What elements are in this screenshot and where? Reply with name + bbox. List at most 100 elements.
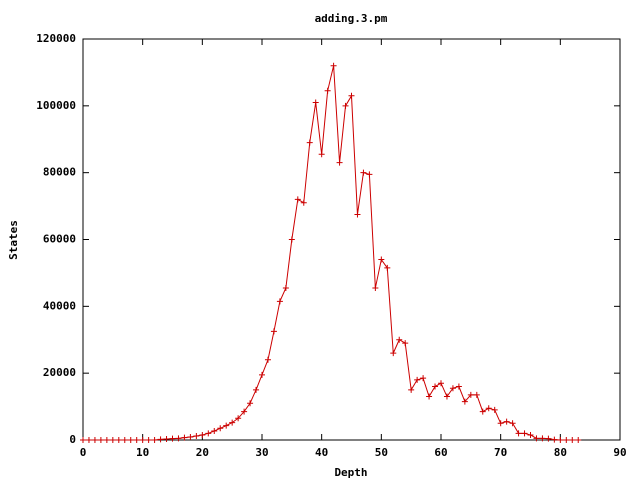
point-marker	[432, 383, 439, 390]
x-tick-label: 10	[136, 446, 149, 459]
point-marker	[300, 199, 307, 206]
point-marker	[563, 437, 570, 443]
point-marker	[414, 376, 421, 383]
point-marker	[515, 430, 522, 437]
point-marker	[533, 435, 540, 442]
point-marker	[545, 435, 552, 442]
point-marker	[163, 435, 170, 442]
point-marker	[157, 436, 164, 443]
point-marker	[503, 418, 510, 425]
point-marker	[539, 435, 546, 442]
point-marker	[455, 383, 462, 390]
y-tick-label: 120000	[36, 32, 76, 45]
y-tick-label: 60000	[43, 233, 76, 246]
point-marker	[551, 436, 558, 443]
point-marker	[217, 425, 224, 432]
point-marker	[91, 437, 98, 443]
point-marker	[199, 431, 206, 438]
point-marker	[282, 284, 289, 291]
point-marker	[139, 437, 146, 443]
point-marker	[115, 437, 122, 443]
point-marker	[175, 435, 182, 442]
point-marker	[133, 437, 140, 443]
point-marker	[330, 62, 337, 69]
point-marker	[396, 336, 403, 343]
point-marker	[390, 350, 397, 357]
x-axis-label: Depth	[334, 466, 367, 479]
point-marker	[205, 430, 212, 437]
y-axis-label: States	[7, 220, 20, 260]
point-marker	[312, 99, 319, 106]
point-marker	[109, 437, 116, 443]
point-marker	[103, 437, 110, 443]
point-marker	[360, 169, 367, 176]
point-marker	[527, 431, 534, 438]
point-marker	[479, 408, 486, 415]
data-line	[83, 65, 579, 441]
point-marker	[270, 328, 277, 335]
point-marker	[80, 437, 86, 443]
point-marker	[288, 236, 295, 243]
point-marker	[318, 151, 325, 158]
x-tick-label: 20	[196, 446, 209, 459]
point-marker	[229, 419, 236, 426]
point-marker	[402, 340, 409, 347]
point-marker	[467, 391, 474, 398]
point-marker	[420, 375, 427, 382]
point-marker	[181, 434, 188, 441]
point-marker	[354, 211, 361, 218]
point-marker	[294, 196, 301, 203]
point-marker	[97, 437, 104, 443]
x-tick-label: 50	[375, 446, 388, 459]
point-marker	[121, 437, 128, 443]
point-marker	[497, 420, 504, 427]
point-marker	[241, 408, 248, 415]
y-tick-label: 20000	[43, 366, 76, 379]
point-marker	[324, 87, 331, 94]
point-marker	[193, 432, 200, 439]
point-marker	[569, 437, 576, 443]
point-marker	[408, 386, 415, 393]
y-tick-label: 40000	[43, 299, 76, 312]
point-marker	[461, 398, 468, 405]
x-tick-label: 30	[255, 446, 268, 459]
point-marker	[491, 406, 498, 413]
x-tick-label: 40	[315, 446, 328, 459]
y-tick-label: 0	[69, 433, 76, 446]
point-marker	[473, 391, 480, 398]
point-marker	[557, 437, 564, 443]
point-marker	[145, 437, 152, 443]
chart-title: adding.3.pm	[315, 12, 388, 25]
point-marker	[127, 437, 134, 443]
point-marker	[366, 171, 373, 178]
point-marker	[253, 386, 260, 393]
point-marker	[348, 92, 355, 99]
x-tick-label: 60	[434, 446, 447, 459]
x-tick-label: 80	[554, 446, 567, 459]
point-marker	[187, 433, 194, 440]
point-marker	[372, 284, 379, 291]
point-marker	[85, 437, 92, 443]
x-tick-label: 90	[613, 446, 626, 459]
point-marker	[306, 139, 313, 146]
point-marker	[443, 393, 450, 400]
x-tick-label: 0	[80, 446, 87, 459]
point-marker	[151, 437, 158, 443]
point-marker	[223, 422, 230, 429]
point-marker	[438, 380, 444, 387]
point-marker	[449, 385, 456, 392]
point-marker	[247, 400, 254, 407]
point-marker	[211, 427, 218, 434]
x-tick-label: 70	[494, 446, 507, 459]
point-marker	[336, 159, 343, 166]
point-marker	[169, 435, 176, 442]
point-marker	[521, 430, 528, 437]
point-marker	[509, 420, 516, 427]
point-marker	[378, 256, 385, 263]
point-marker	[276, 298, 283, 305]
y-tick-label: 80000	[43, 166, 76, 179]
point-marker	[426, 393, 433, 400]
point-marker	[384, 264, 391, 271]
point-marker	[259, 371, 265, 378]
